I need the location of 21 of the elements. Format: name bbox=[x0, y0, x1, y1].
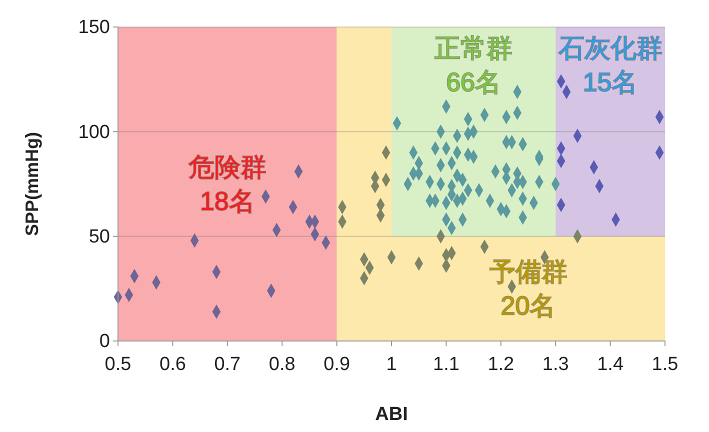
x-tick-label: 1.3 bbox=[542, 354, 569, 375]
y-axis-title: SPP(mmHg) bbox=[22, 132, 42, 236]
y-tick-label: 100 bbox=[78, 122, 110, 143]
y-tick-label: 50 bbox=[88, 226, 110, 248]
band-label: 正常群 66名 bbox=[434, 33, 513, 97]
y-tick-label: 0 bbox=[99, 331, 110, 352]
band-label: 石灰化群 15名 bbox=[558, 33, 662, 97]
x-tick-label: 0.9 bbox=[324, 354, 350, 375]
band-label: 危険群 18名 bbox=[188, 152, 266, 216]
x-tick-label: 1.1 bbox=[432, 354, 460, 375]
x-tick-label: 0.6 bbox=[159, 354, 186, 375]
x-tick-label: 0.8 bbox=[268, 354, 296, 375]
band-label: 予備群 20名 bbox=[489, 256, 568, 321]
x-tick-label: 0.7 bbox=[214, 354, 241, 375]
y-tick-label: 150 bbox=[78, 17, 110, 38]
x-tick-label: 1 bbox=[386, 354, 397, 375]
x-tick-label: 1.2 bbox=[488, 354, 514, 375]
x-tick-label: 1.5 bbox=[652, 354, 678, 375]
x-tick-label: 0.5 bbox=[104, 354, 132, 375]
x-tick-label: 1.4 bbox=[597, 354, 624, 375]
x-axis-title: ABI bbox=[375, 404, 408, 425]
